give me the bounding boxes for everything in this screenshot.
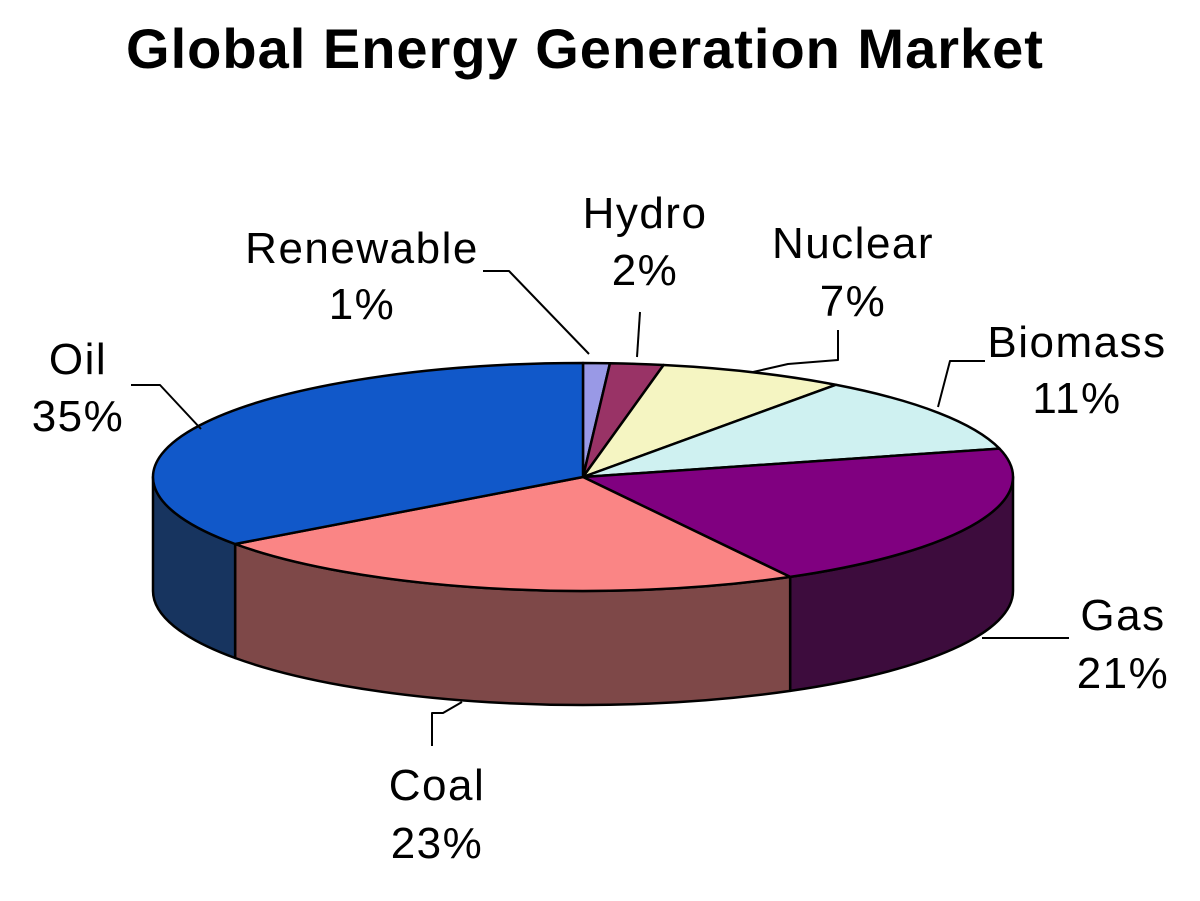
slice-pct-renewable: 1%	[329, 280, 396, 329]
chart-title: Global Energy Generation Market	[126, 17, 1044, 80]
slice-label-renewable: Renewable	[245, 224, 479, 273]
slice-pct-hydro: 2%	[612, 246, 679, 295]
leader-line-coal	[431, 701, 463, 746]
slice-pct-gas: 21%	[1077, 649, 1170, 698]
slice-pct-nuclear: 7%	[820, 277, 887, 326]
pie-slice-oil	[151, 361, 585, 546]
slice-label-hydro: Hydro	[583, 189, 708, 238]
slice-label-coal: Coal	[389, 761, 486, 810]
leader-line-biomass	[937, 360, 985, 408]
slice-pct-biomass: 11%	[1032, 374, 1121, 423]
leader-line-oil	[131, 384, 202, 430]
leader-line-nuclear	[752, 330, 839, 373]
pie-slice-coal	[233, 475, 792, 593]
slice-label-biomass: Biomass	[987, 318, 1166, 367]
leader-line-renewable	[483, 270, 590, 355]
pie-slice-gas	[581, 447, 1015, 579]
slice-pct-coal: 23%	[391, 819, 484, 868]
leader-line-hydro	[636, 311, 641, 358]
slice-label-nuclear: Nuclear	[772, 219, 934, 268]
slice-pct-oil: 35%	[32, 392, 125, 441]
slice-label-gas: Gas	[1080, 591, 1165, 640]
slice-label-oil: Oil	[49, 335, 107, 384]
pie-slice-biomass	[581, 383, 1001, 479]
